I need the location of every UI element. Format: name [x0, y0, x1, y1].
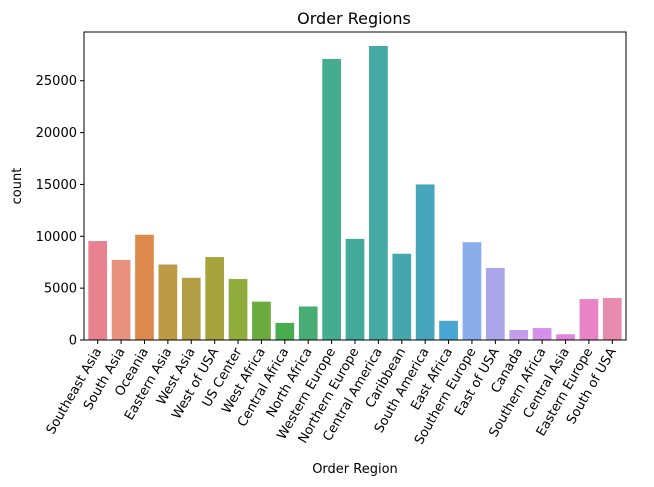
- bar: [369, 46, 388, 340]
- bar: [298, 306, 318, 340]
- bar: [345, 238, 365, 340]
- bar: [88, 241, 108, 340]
- bar: [602, 298, 622, 340]
- bar: [322, 58, 341, 341]
- bar: [392, 253, 412, 340]
- bar: [556, 334, 575, 340]
- y-axis: 0 5000 10000 15000 20000 25000: [36, 74, 84, 349]
- bar: [415, 184, 435, 340]
- bar: [205, 257, 225, 340]
- bar: [509, 330, 529, 340]
- y-tick-label: 25000: [36, 74, 77, 89]
- y-tick-label: 0: [69, 334, 77, 349]
- bar: [228, 279, 248, 340]
- y-tick-label: 5000: [44, 282, 77, 297]
- bar: [158, 264, 178, 340]
- bar: [462, 242, 482, 340]
- bars-group: [88, 46, 622, 341]
- x-axis-label: Order Region: [312, 462, 398, 477]
- bar: [532, 328, 552, 340]
- bar: [275, 322, 295, 340]
- y-axis-label: count: [10, 168, 25, 205]
- bar: [181, 277, 201, 340]
- bar: [579, 299, 599, 340]
- bar: [252, 301, 271, 340]
- y-tick-label: 20000: [36, 126, 77, 141]
- bar: [135, 234, 154, 340]
- chart-title: Order Regions: [297, 9, 411, 28]
- bar: [439, 320, 458, 340]
- bar: [485, 267, 505, 340]
- y-tick-label: 15000: [36, 178, 77, 193]
- bar: [111, 259, 131, 340]
- plot-frame: [83, 31, 627, 341]
- y-tick-label: 10000: [36, 230, 77, 245]
